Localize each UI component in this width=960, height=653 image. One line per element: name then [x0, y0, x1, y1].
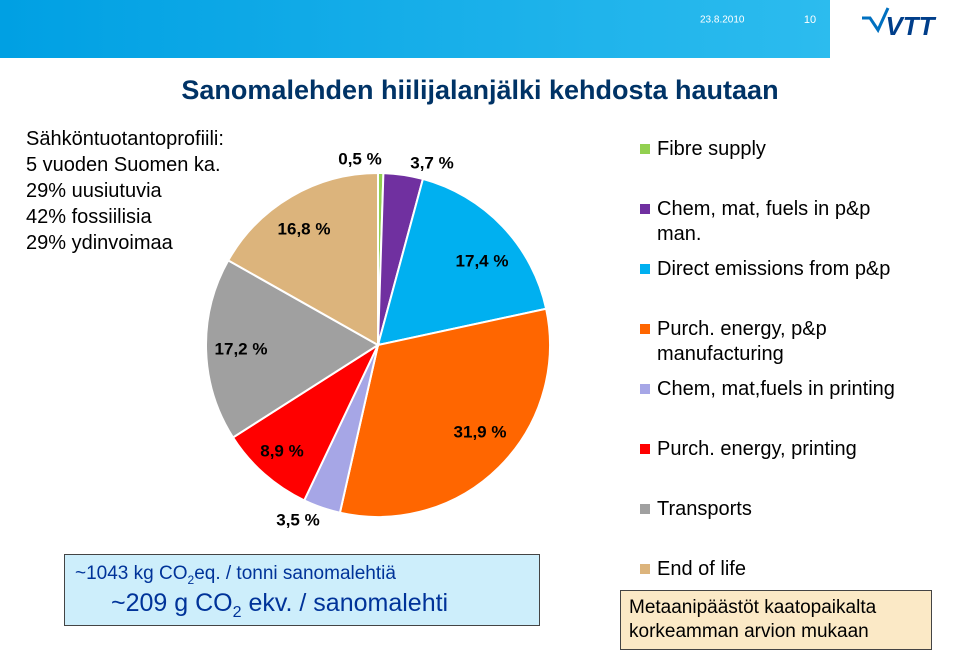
pie-slice — [338, 307, 551, 518]
remark-box: Metaanipäästöt kaatopaikalta korkeamman … — [620, 590, 932, 650]
legend-label: Direct emissions from p&p — [657, 258, 891, 280]
legend-label: Chem, mat, fuels in p&p man. — [657, 198, 871, 245]
data-label: 16,8 % — [278, 219, 331, 238]
note-box: ~1043 kg CO2eq. / tonni sanomalehtiä ~20… — [64, 554, 540, 626]
remark-text: korkeamman arvion mukaan — [629, 621, 869, 642]
legend-swatch — [640, 324, 650, 334]
left-line: 42% fossiilisia — [26, 206, 152, 228]
legend-label: End of life — [657, 558, 746, 580]
header-band — [0, 0, 960, 58]
page-number: 10 — [804, 14, 816, 26]
legend-swatch — [640, 384, 650, 394]
left-line: 29% ydinvoimaa — [26, 232, 173, 254]
note-text: ~209 g CO — [111, 589, 233, 617]
data-label: 0,5 % — [338, 149, 381, 168]
legend-swatch — [640, 204, 650, 214]
legend-label: Purch. energy, printing — [657, 438, 857, 460]
title: Sanomalehden hiilijalanjälki kehdosta ha… — [181, 75, 778, 105]
legend-swatch — [640, 504, 650, 514]
legend-swatch — [640, 144, 650, 154]
legend-swatch — [640, 264, 650, 274]
data-label: 17,4 % — [456, 251, 509, 270]
legend-label: Transports — [657, 498, 752, 520]
note-text: eq. / tonni sanomalehtiä — [194, 563, 396, 584]
left-line: 29% uusiutuvia — [26, 180, 162, 202]
pie-slice — [231, 342, 381, 502]
note-text: ekv. / sanomalehti — [241, 589, 449, 617]
note-line2: ~209 g CO2 ekv. / sanomalehti — [111, 589, 448, 622]
left-line: Sähköntuotantoprofiili: — [26, 128, 224, 150]
logo-mark — [862, 7, 890, 34]
pie-slice — [226, 171, 379, 347]
pie-slice — [205, 259, 380, 439]
data-label: 3,7 % — [410, 153, 453, 172]
note-line1: ~1043 kg CO2eq. / tonni sanomalehtiä — [75, 563, 396, 587]
legend-swatch — [640, 444, 650, 454]
data-label: 31,9 % — [454, 422, 507, 441]
legend-label: Purch. energy, p&p manufacturing — [657, 318, 827, 365]
date: 23.8.2010 — [700, 15, 745, 26]
legend-label: Fibre supply — [657, 138, 766, 160]
note-text: ~1043 kg CO — [75, 563, 188, 584]
note-sub: 2 — [232, 604, 242, 621]
logo: VTT — [885, 11, 936, 41]
data-label: 8,9 % — [260, 441, 303, 460]
legend-swatch — [640, 564, 650, 574]
pie: 0,5 % 3,7 % 17,4 % 31,9 % 3,5 % 8,9 % 17,2 % 16… — [205, 149, 551, 529]
remark-text: Metaanipäästöt kaatopaikalta — [629, 597, 877, 618]
logo-area — [830, 0, 960, 58]
pie-slice — [376, 177, 548, 347]
data-label: 17,2 % — [215, 339, 268, 358]
data-label: 3,5 % — [276, 510, 319, 529]
note-sub: 2 — [187, 572, 195, 587]
left-line: 5 vuoden Suomen ka. — [26, 154, 221, 176]
legend-label: Chem, mat,fuels in printing — [657, 378, 895, 400]
